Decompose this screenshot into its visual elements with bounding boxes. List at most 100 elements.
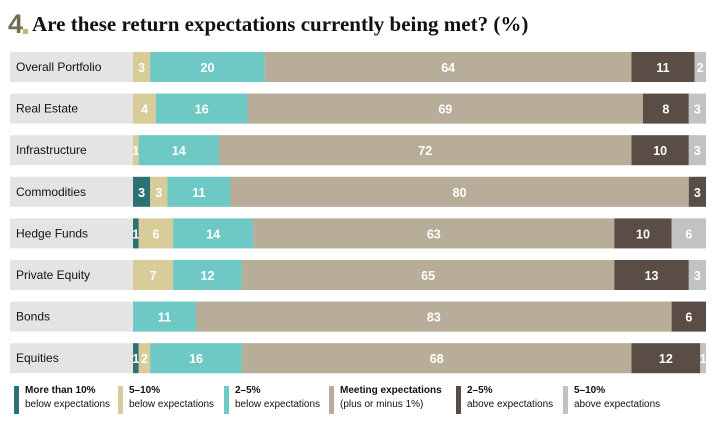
legend-label: 5–10% below expectations (129, 384, 214, 414)
bar-segment (138, 343, 151, 374)
data-label: 2 (697, 61, 704, 75)
bar-segment (173, 218, 254, 249)
bar-segment (631, 52, 695, 82)
bar-segment (247, 93, 643, 124)
legend-item-more-than-10-below: More than 10% below expectations (14, 384, 110, 414)
bar-segment (688, 260, 706, 290)
bar-segment (688, 93, 706, 124)
bar-segment (133, 260, 174, 290)
bar-segment (138, 135, 219, 166)
legend-label-line2: below expectations (25, 399, 111, 410)
category-label: Overall Portfolio (16, 60, 102, 74)
legend-label-line2: above expectations (574, 399, 661, 410)
data-label: 3 (694, 103, 701, 117)
data-label: 4 (141, 103, 148, 117)
data-label: 8 (662, 103, 669, 117)
bar-segment (133, 343, 139, 374)
bar-segment (688, 176, 706, 207)
title-number: 4 (8, 8, 23, 39)
bar-segment (631, 135, 689, 166)
data-label: 72 (418, 144, 432, 158)
data-label: 12 (659, 352, 673, 366)
legend-item-2-5-above: 2–5% above expectations (456, 384, 553, 414)
bar-segment (167, 176, 231, 207)
bar-segment (694, 52, 706, 82)
data-label: 1 (132, 144, 139, 158)
data-label: 16 (195, 103, 209, 117)
category-label: Hedge Funds (16, 226, 88, 240)
bar-segment (150, 176, 168, 207)
bar-segment (241, 343, 632, 374)
data-label: 11 (656, 61, 669, 75)
bar-segment (700, 343, 706, 374)
bar-segment (218, 135, 632, 166)
legend-swatch (329, 386, 334, 414)
data-label: 68 (430, 352, 444, 366)
bar-segment (196, 301, 672, 332)
bar-segment (155, 93, 248, 124)
data-label: 16 (189, 352, 203, 366)
legend-swatch (14, 386, 19, 414)
data-label: 10 (653, 144, 667, 158)
legend-label-line1: 5–10% (574, 385, 606, 396)
data-label: 20 (201, 61, 215, 75)
legend-label-line1: More than 10% (25, 385, 96, 396)
data-label: 2 (141, 352, 148, 366)
legend-label: More than 10% below expectations (25, 384, 110, 414)
title-dot-decoration (23, 29, 29, 34)
data-label: 1 (132, 227, 139, 241)
legend-label: 2–5% below expectations (235, 384, 320, 414)
data-label: 7 (150, 269, 157, 283)
legend-label-line1: Meeting expectations (340, 385, 442, 396)
data-label: 1 (132, 352, 139, 366)
bar-segment (150, 343, 242, 374)
data-label: 3 (694, 186, 701, 200)
data-label: 3 (138, 186, 145, 200)
legend-label-line1: 5–10% (129, 385, 161, 396)
data-label: 11 (158, 311, 171, 325)
legend-label: 5–10% above expectations (574, 384, 660, 414)
bar-segment (133, 135, 139, 166)
category-label: Real Estate (16, 102, 78, 116)
bar-segment (671, 301, 706, 332)
data-label: 11 (192, 186, 205, 200)
title-text: Are these return expectations currently … (32, 11, 529, 36)
bar-segment (230, 176, 689, 207)
bar-segment (133, 218, 139, 249)
bar-segment (241, 260, 615, 290)
category-label: Commodities (16, 185, 86, 199)
bar-segment (642, 93, 689, 124)
data-label: 64 (441, 61, 455, 75)
bar-segment (671, 218, 706, 249)
bar-segment (253, 218, 615, 249)
bar-segment (614, 218, 672, 249)
category-label: Private Equity (16, 268, 90, 282)
legend-label: 2–5% above expectations (467, 384, 553, 414)
data-label: 14 (172, 144, 186, 158)
data-label: 63 (427, 227, 441, 241)
category-label: Bonds (16, 310, 50, 324)
legend-swatch (563, 386, 568, 414)
legend-swatch (456, 386, 461, 414)
legend-label-line2: below expectations (235, 399, 321, 410)
bar-segment (133, 93, 156, 124)
data-label: 3 (155, 186, 162, 200)
bar-segment (614, 260, 689, 290)
data-label: 65 (421, 269, 435, 283)
legend-label: Meeting expectations (plus or minus 1%) (340, 384, 442, 414)
legend-item-5-10-above: 5–10% above expectations (563, 384, 660, 414)
legend-label-line1: 2–5% (235, 385, 261, 396)
legend-item-2-5-below: 2–5% below expectations (224, 384, 320, 414)
legend-label-line2: below expectations (129, 399, 215, 410)
bar-segment (138, 218, 174, 249)
data-label: 1 (700, 352, 707, 366)
data-label: 10 (636, 227, 650, 241)
legend-label-line1: 2–5% (467, 385, 493, 396)
bar-segment (133, 301, 197, 332)
data-label: 69 (438, 103, 452, 117)
data-label: 80 (453, 186, 467, 200)
bar-segment (264, 52, 632, 82)
legend-item-meeting: Meeting expectations (plus or minus 1%) (329, 384, 442, 414)
legend: More than 10% below expectations 5–10% b… (0, 384, 713, 424)
